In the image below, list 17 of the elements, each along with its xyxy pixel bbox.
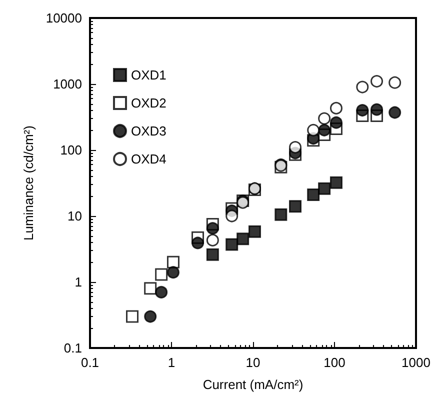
x-tick-label: 100: [324, 355, 346, 370]
x-tick-label: 0.1: [80, 355, 100, 370]
x-tick-label: 1: [168, 355, 176, 370]
y-tick-label: 100: [60, 142, 82, 158]
y-tick-label: 0.1: [64, 340, 82, 356]
x-axis-title: Current (mA/cm²): [202, 377, 304, 392]
x-tick-label: 1000: [402, 355, 430, 370]
y-tick-label: 10: [68, 208, 82, 224]
y-tick-label: 1000: [53, 76, 82, 92]
legend-label: OXD1: [131, 68, 166, 82]
y-tick-label: 1: [74, 274, 82, 290]
y-axis-title: Luminance (cd/cm²): [20, 126, 36, 240]
legend-label: OXD2: [131, 96, 166, 110]
legend-label: OXD3: [131, 124, 166, 138]
x-tick-label: 10: [246, 355, 260, 370]
y-tick-label: 10000: [46, 10, 82, 26]
legend-label: OXD4: [131, 152, 166, 166]
